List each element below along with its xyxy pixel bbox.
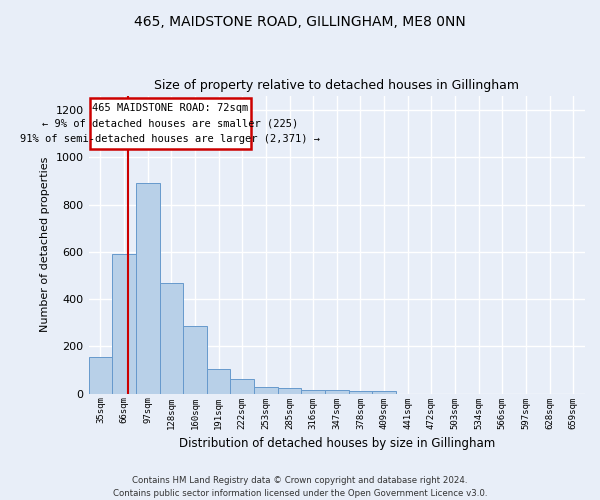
Bar <box>278 388 301 394</box>
Bar <box>90 98 251 149</box>
Bar <box>136 184 160 394</box>
Bar <box>230 379 254 394</box>
Bar <box>301 390 325 394</box>
Bar <box>372 392 396 394</box>
Y-axis label: Number of detached properties: Number of detached properties <box>40 157 50 332</box>
Bar <box>89 357 112 394</box>
Title: Size of property relative to detached houses in Gillingham: Size of property relative to detached ho… <box>154 79 520 92</box>
Bar <box>160 282 183 394</box>
Bar <box>183 326 207 394</box>
Bar <box>254 386 278 394</box>
Text: 465 MAIDSTONE ROAD: 72sqm
← 9% of detached houses are smaller (225)
91% of semi-: 465 MAIDSTONE ROAD: 72sqm ← 9% of detach… <box>20 103 320 144</box>
Bar <box>349 392 372 394</box>
Text: 465, MAIDSTONE ROAD, GILLINGHAM, ME8 0NN: 465, MAIDSTONE ROAD, GILLINGHAM, ME8 0NN <box>134 15 466 29</box>
X-axis label: Distribution of detached houses by size in Gillingham: Distribution of detached houses by size … <box>179 437 495 450</box>
Bar <box>207 369 230 394</box>
Bar <box>325 390 349 394</box>
Text: Contains HM Land Registry data © Crown copyright and database right 2024.
Contai: Contains HM Land Registry data © Crown c… <box>113 476 487 498</box>
Bar <box>112 254 136 394</box>
